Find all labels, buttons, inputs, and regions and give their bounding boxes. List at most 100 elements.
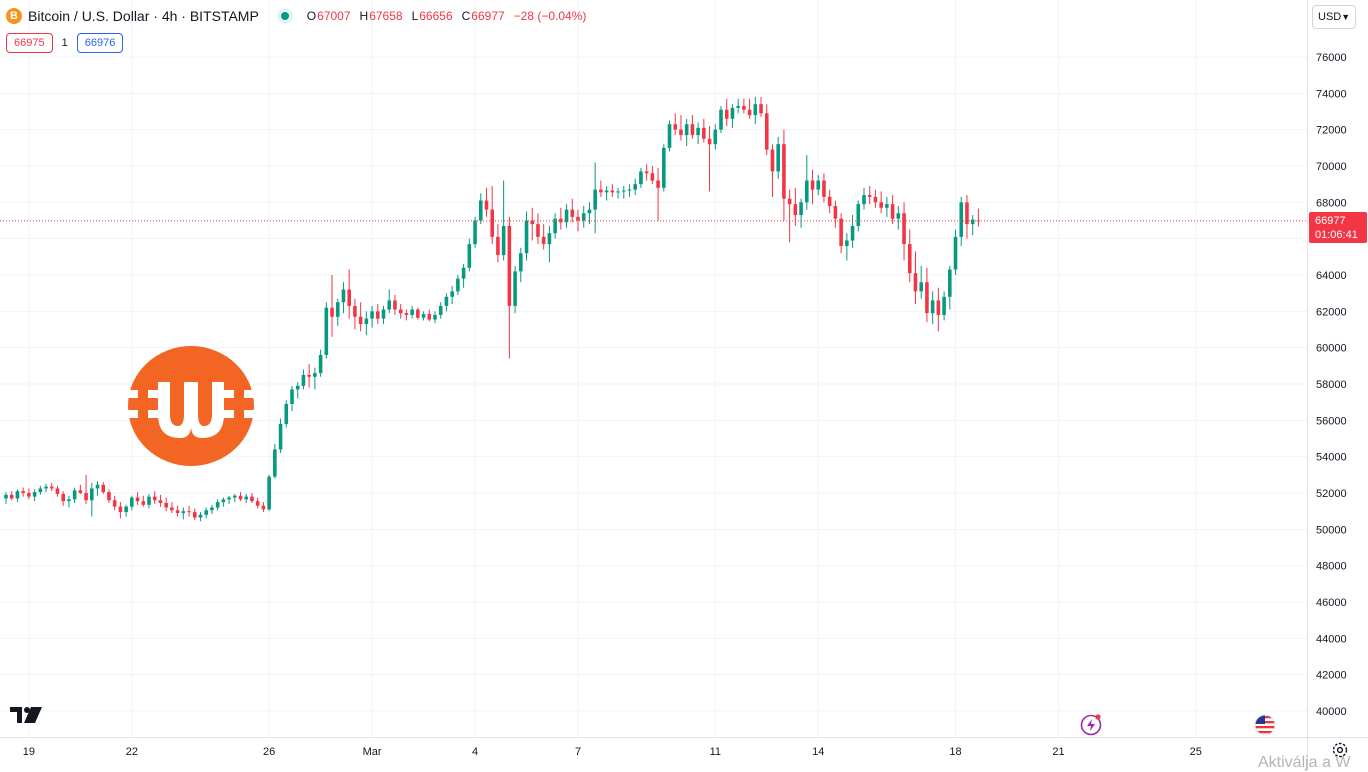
price-tick-label: 48000 [1316, 561, 1347, 573]
candle [324, 302, 329, 359]
candle-body [816, 180, 821, 190]
candle [490, 185, 494, 245]
candle [925, 267, 929, 323]
candle [278, 418, 283, 454]
candle-body [650, 173, 655, 181]
price-tick-label: 72000 [1316, 125, 1347, 137]
time-tick-label: 18 [949, 746, 961, 758]
candle [604, 185, 609, 201]
candle-body [141, 501, 146, 505]
candle [72, 487, 77, 503]
candle [410, 305, 414, 319]
candle-body [473, 220, 477, 245]
symbol-title[interactable]: Bitcoin / U.S. Dollar · 4h · BITSTAMP [28, 8, 259, 24]
candle-body [198, 514, 203, 518]
candle [273, 443, 277, 479]
candle [233, 493, 237, 503]
candle [135, 492, 140, 505]
candle [896, 205, 901, 230]
candle-body [747, 109, 752, 116]
candle [913, 251, 918, 305]
candle-body [536, 224, 540, 237]
candle-body [444, 296, 449, 306]
candle [959, 196, 964, 246]
candle-body [513, 271, 517, 306]
candle [730, 104, 735, 128]
candle-body [227, 497, 231, 500]
candle [341, 282, 346, 314]
candle-body [696, 127, 700, 136]
candle [90, 483, 94, 517]
candle-body [787, 198, 792, 205]
candle [587, 202, 592, 225]
candle [919, 265, 923, 299]
candle-body [118, 506, 123, 513]
bar-countdown: 01:06:41 [1315, 229, 1358, 241]
candle-body [95, 484, 100, 489]
candle-body [461, 267, 466, 279]
candle-body [719, 109, 723, 130]
time-tick-label: 14 [812, 746, 824, 758]
candle-body [805, 180, 809, 203]
candle [175, 505, 180, 517]
candle-body [255, 501, 260, 506]
candle [713, 124, 718, 150]
candle [21, 487, 25, 497]
candle [621, 185, 626, 199]
gear-icon[interactable] [1331, 741, 1349, 759]
sell-price-button[interactable]: 66975 [6, 33, 53, 53]
price-tick-label: 76000 [1316, 52, 1347, 64]
candle-body [261, 505, 266, 510]
candle-body [170, 507, 174, 511]
time-tick-label: 21 [1052, 746, 1064, 758]
candle [307, 364, 311, 388]
candle [524, 211, 529, 261]
candle-body [353, 305, 357, 317]
candle [793, 187, 798, 226]
candle-body [782, 144, 786, 199]
candle [805, 155, 809, 210]
time-tick-label: 4 [472, 746, 478, 758]
lightning-event-icon[interactable] [1080, 714, 1102, 736]
candle [581, 205, 586, 228]
candle-body [416, 309, 420, 318]
candle [541, 224, 546, 250]
currency-selector[interactable]: USD ▼ [1312, 5, 1356, 29]
tradingview-logo-icon[interactable] [10, 706, 42, 724]
candle [393, 294, 397, 315]
candle-body [78, 490, 83, 493]
candle [770, 144, 775, 197]
candle-body [410, 309, 414, 315]
candle [376, 304, 380, 325]
candle [353, 298, 357, 330]
candle [130, 495, 134, 511]
candle-body [72, 490, 77, 500]
candle [879, 191, 883, 214]
buy-price-button[interactable]: 66976 [76, 33, 124, 53]
candle-body [358, 316, 363, 325]
candle [124, 504, 128, 517]
candle [444, 293, 449, 312]
candle-body [667, 124, 672, 148]
candle-body [639, 171, 643, 185]
candle [564, 204, 569, 228]
candle [450, 285, 454, 305]
price-tick-label: 60000 [1316, 343, 1347, 355]
candle-body [673, 124, 678, 130]
candle-body [753, 104, 758, 116]
candle [599, 180, 603, 197]
candle-body [633, 184, 637, 190]
activate-windows-watermark: Aktiválja a W [1258, 754, 1351, 771]
price-tick-label: 42000 [1316, 670, 1347, 682]
symbol-legend[interactable]: B Bitcoin / U.S. Dollar · 4h · BITSTAMP … [6, 6, 590, 26]
candle [261, 502, 266, 513]
candle-body [107, 492, 111, 501]
us-flag-icon[interactable] [1254, 714, 1276, 736]
candle [49, 483, 54, 492]
candle-body [616, 191, 620, 193]
candle-body [690, 124, 695, 136]
candle [164, 497, 168, 512]
bitcoin-icon: B [6, 8, 22, 24]
candle-body [902, 213, 906, 245]
candle-body [839, 218, 843, 246]
